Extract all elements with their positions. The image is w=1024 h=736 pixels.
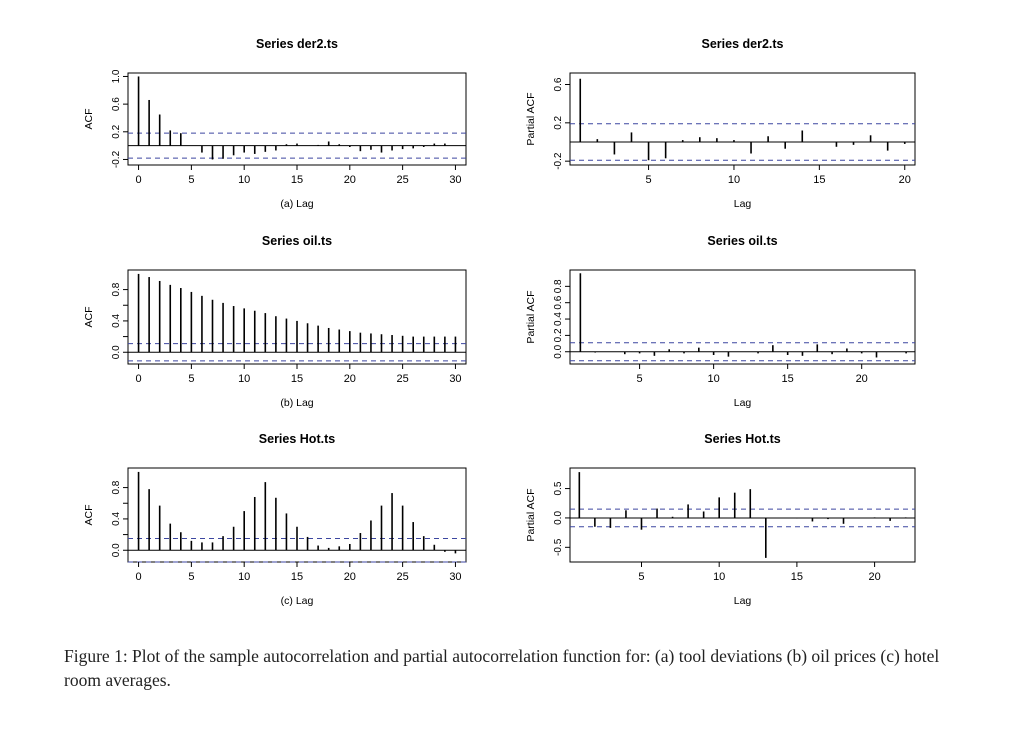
y-tick-label: 0.6	[553, 295, 564, 309]
x-axis-label: (b) Lag	[280, 397, 313, 409]
x-tick-label: 5	[646, 174, 652, 186]
x-tick-label: 5	[188, 174, 194, 186]
plot-frame	[569, 72, 916, 166]
y-tick-label: 0.2	[553, 328, 564, 342]
x-tick-label: 15	[291, 571, 303, 583]
figure-svg: 0 5 10 15 20 25 30 -0.2 0.2 0.6 1.0 Series der2.ts (…	[83, 37, 916, 607]
chart-title: Series oil.ts	[707, 234, 777, 248]
y-tick-label: 0.0	[553, 511, 564, 525]
chart-title: Series Hot.ts	[259, 432, 335, 446]
x-tick-label: 5	[188, 373, 194, 385]
x-tick-label: 30	[449, 571, 461, 583]
chart-panel-1: 0 5 10 15 20 25 30 -0.2 0.2 0.6 1.0 Series der2.ts (…	[83, 37, 467, 210]
y-axis-label: Partial ACF	[525, 488, 537, 541]
chart-panel-2: 5 10 15 20 -0.2 0.2 0.6 Series der2.ts Lag Partia…	[525, 37, 916, 210]
chart-title: Series oil.ts	[262, 234, 332, 248]
x-axis-label: Lag	[734, 595, 752, 607]
x-tick-label: 20	[344, 174, 356, 186]
x-axis-label: (a) Lag	[280, 198, 313, 210]
x-axis-label: (c) Lag	[281, 595, 314, 607]
chart-title: Series Hot.ts	[704, 432, 780, 446]
x-tick-label: 20	[899, 174, 911, 186]
y-tick-label: 0.4	[553, 312, 564, 326]
y-tick-label: 0.0	[111, 345, 122, 359]
x-tick-label: 25	[397, 373, 409, 385]
y-axis-label: ACF	[83, 307, 95, 328]
x-tick-label: 5	[637, 373, 643, 385]
y-axis-label: Partial ACF	[525, 92, 537, 145]
y-tick-label: -0.2	[111, 150, 122, 168]
y-tick-label: 0.8	[553, 279, 564, 293]
x-tick-label: 10	[238, 373, 250, 385]
x-tick-label: 15	[291, 174, 303, 186]
acf-pacf-figure: 0 5 10 15 20 25 30 -0.2 0.2 0.6 1.0 Series der2.ts (…	[83, 37, 916, 607]
x-tick-label: 0	[136, 571, 142, 583]
x-tick-label: 20	[856, 373, 868, 385]
y-axis-label: ACF	[83, 109, 95, 130]
x-tick-label: 5	[188, 571, 194, 583]
x-tick-label: 20	[344, 571, 356, 583]
chart-panel-4: 5 10 15 20 0.0 0.2 0.4 0.6 0.8 Series oil.ts Lag Pa…	[525, 234, 916, 409]
y-tick-label: 0.5	[553, 481, 564, 495]
chart-panel-3: 0 5 10 15 20 25 30 0.0 0.4 0.8 Series oil.ts (b) La…	[83, 234, 467, 409]
x-tick-label: 20	[344, 373, 356, 385]
x-tick-label: 10	[728, 174, 740, 186]
x-tick-label: 0	[136, 373, 142, 385]
figure-caption: Figure 1: Plot of the sample autocorrela…	[64, 646, 940, 690]
x-tick-label: 30	[449, 373, 461, 385]
x-tick-label: 15	[291, 373, 303, 385]
chart-title: Series der2.ts	[702, 37, 784, 51]
x-tick-label: 10	[238, 174, 250, 186]
x-tick-label: 25	[397, 174, 409, 186]
y-tick-label: 0.4	[111, 314, 122, 328]
x-tick-label: 10	[713, 571, 725, 583]
x-axis-label: Lag	[734, 198, 752, 210]
x-axis-label: Lag	[734, 397, 752, 409]
y-tick-label: -0.2	[553, 152, 564, 170]
x-tick-label: 5	[638, 571, 644, 583]
y-tick-label: 0.8	[111, 480, 122, 494]
y-axis-label: ACF	[83, 505, 95, 526]
x-tick-label: 25	[397, 571, 409, 583]
y-tick-label: 1.0	[111, 69, 122, 83]
y-tick-label: 0.0	[553, 344, 564, 358]
x-tick-label: 20	[868, 571, 880, 583]
x-tick-label: 15	[791, 571, 803, 583]
y-tick-label: 0.4	[111, 512, 122, 526]
y-tick-label: 0.2	[553, 115, 564, 129]
y-tick-label: -0.5	[553, 538, 564, 556]
plot-frame	[569, 269, 916, 365]
chart-panel-6: 5 10 15 20 -0.5 0.0 0.5 Series Hot.ts Lag Partial…	[525, 432, 916, 607]
x-tick-label: 10	[238, 571, 250, 583]
x-tick-label: 0	[136, 174, 142, 186]
x-tick-label: 10	[708, 373, 720, 385]
chart-title: Series der2.ts	[256, 37, 338, 51]
plot-frame	[569, 467, 916, 563]
chart-panel-5: 0 5 10 15 20 25 30 0.0 0.4 0.8 Series Hot.ts (c) La…	[83, 432, 467, 607]
y-axis-label: Partial ACF	[525, 290, 537, 343]
y-tick-label: 0.6	[111, 97, 122, 111]
plot-frame	[127, 72, 467, 166]
y-tick-label: 0.8	[111, 282, 122, 296]
x-tick-label: 15	[782, 373, 794, 385]
x-tick-label: 30	[449, 174, 461, 186]
x-tick-label: 15	[813, 174, 825, 186]
y-tick-label: 0.0	[111, 543, 122, 557]
y-tick-label: 0.2	[111, 124, 122, 138]
y-tick-label: 0.6	[553, 77, 564, 91]
